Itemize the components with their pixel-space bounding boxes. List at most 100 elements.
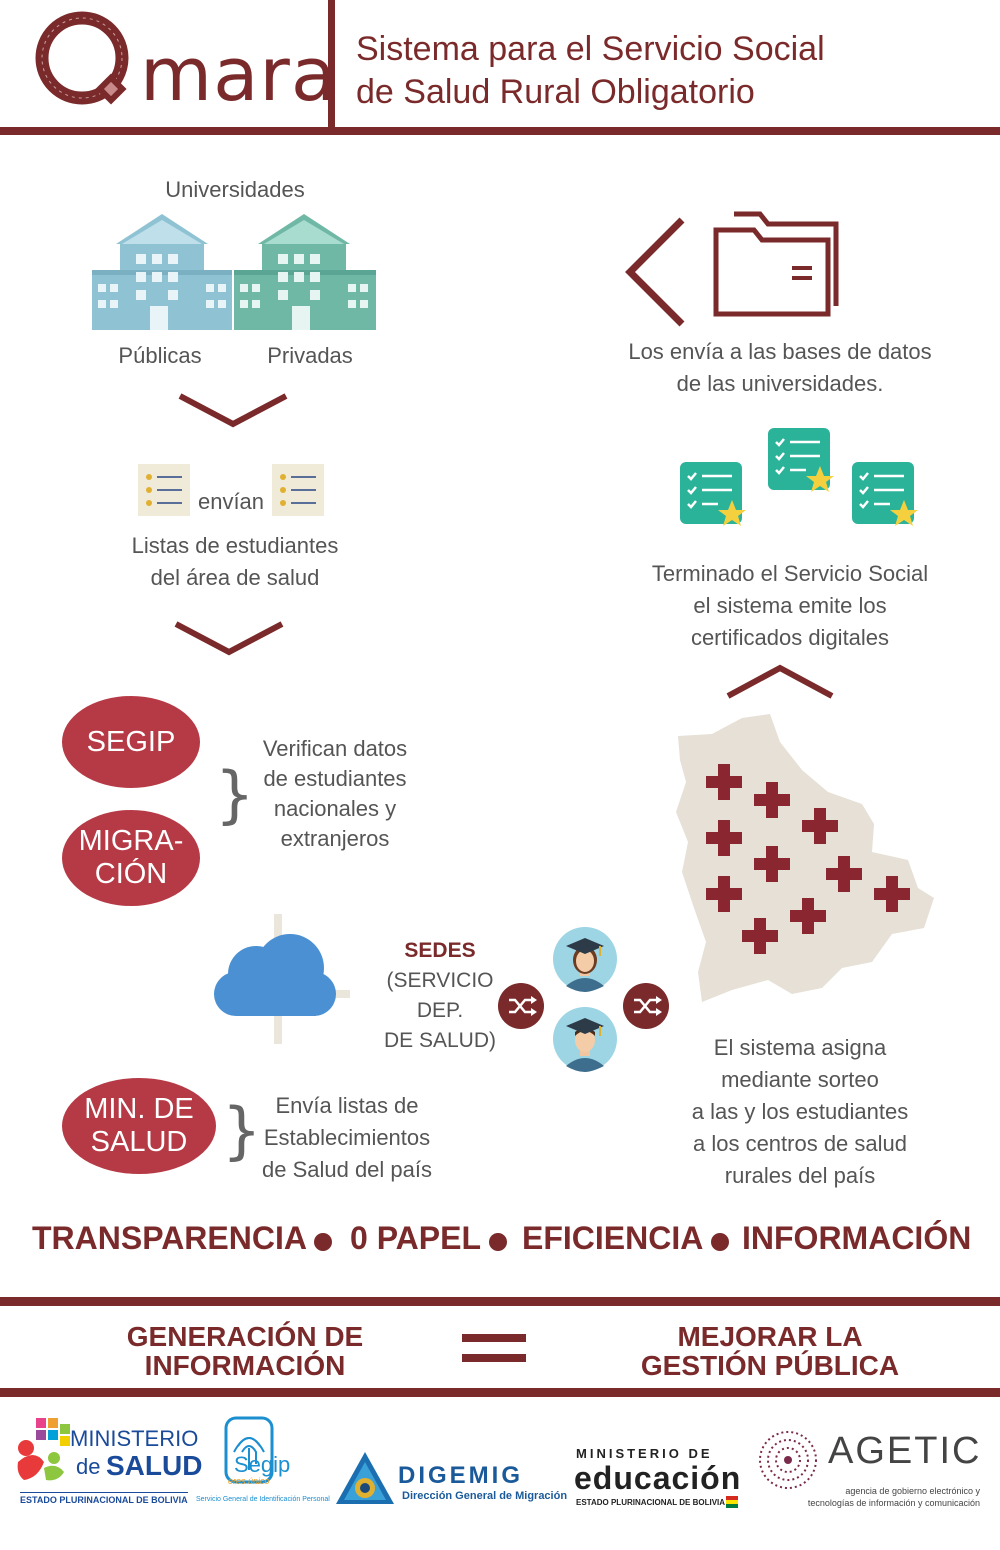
motto-informacion: INFORMACIÓN: [742, 1220, 972, 1256]
page-title: Sistema para el Servicio Social de Salud…: [356, 28, 956, 114]
agetic-logo: AGETIC agencia de gobierno electrónico y…: [756, 1424, 990, 1514]
min-edu-line-1: MINISTERIO DE: [576, 1446, 713, 1461]
ministerio-salud-line-2: de: [76, 1454, 101, 1479]
digemig-name: DIGEMIG: [398, 1462, 524, 1489]
agetic-sub-2: tecnologías de información y comunicació…: [807, 1498, 980, 1508]
generation-text: GENERACIÓN DE INFORMACIÓN: [90, 1322, 400, 1380]
band-rule-top: [0, 1297, 1000, 1306]
shuffle-icon: [623, 983, 669, 1029]
verify-text: Verifican datos de estudiantes nacionale…: [240, 734, 430, 854]
bolivia-map-icon: [676, 714, 934, 1002]
universities-buildings-icon: [92, 214, 376, 330]
bolivia-flag-icon: [726, 1496, 738, 1508]
graduate-student-male-icon: [553, 1007, 617, 1072]
universities-label: Universidades: [165, 177, 305, 202]
min-salud-line-2: SALUD: [90, 1126, 188, 1158]
band-rule-bottom: [0, 1388, 1000, 1397]
generation-line-2: INFORMACIÓN: [144, 1350, 346, 1381]
send-label: envían: [197, 489, 265, 514]
chevron-up-icon: [726, 664, 834, 699]
databases-line-2: de las universidades.: [676, 371, 884, 396]
digemig-sub: Dirección General de Migración: [402, 1490, 568, 1502]
ministerio-salud-line-1: MINISTERIO: [70, 1426, 199, 1451]
equals-bar-bottom: [462, 1354, 526, 1362]
agetic-emblem-icon: [759, 1431, 817, 1489]
chevron-down-icon: [174, 621, 284, 656]
bullet-dot: [489, 1233, 507, 1251]
sends-line-2: Establecimientos: [263, 1125, 431, 1150]
ministerio-salud-sub: ESTADO PLURINACIONAL DE BOLIVIA: [20, 1492, 188, 1505]
header-rule: [0, 127, 1000, 135]
assign-line-4: a los centros de salud: [692, 1131, 908, 1156]
bullet-dot: [314, 1233, 332, 1251]
assign-line-3: a las y los estudiantes: [691, 1099, 909, 1124]
motto-cero-papel: 0 PAPEL: [350, 1220, 481, 1256]
student-lists-line-1: Listas de estudiantes: [131, 533, 339, 558]
segip-badge: SEGIP: [62, 696, 200, 788]
digemig-logo: DIGEMIG Dirección General de Migración: [334, 1446, 574, 1512]
segip-sub: Servicio General de Identificación Perso…: [196, 1496, 330, 1503]
cloud-icon: [214, 914, 350, 1044]
verify-line-1: Verifican datos: [262, 736, 408, 761]
digital-certificates-icon: [680, 428, 918, 526]
agetic-sub-1: agencia de gobierno electrónico y: [845, 1486, 980, 1496]
bullet-dot: [711, 1233, 729, 1251]
title-line-2: de Salud Rural Obligatorio: [356, 73, 755, 111]
certificates-text: Terminado el Servicio Social el sistema …: [620, 558, 960, 654]
motto-transparencia: TRANSPARENCIA: [32, 1220, 307, 1256]
motto-eficiencia: EFICIENCIA: [522, 1220, 704, 1256]
certificates-line-3: certificados digitales: [690, 625, 890, 650]
sends-line-3: de Salud del país: [261, 1157, 433, 1182]
list-document-icon: [138, 464, 190, 516]
student-lists-line-2: del área de salud: [150, 565, 320, 590]
verify-line-3: nacionales y: [273, 796, 397, 821]
chevron-down-icon: [178, 393, 288, 428]
improve-line-2: GESTIÓN PÚBLICA: [640, 1350, 900, 1381]
migracion-line-2: CIÓN: [94, 858, 168, 890]
ministerio-salud-emblem-icon: [17, 1418, 70, 1481]
public-label: Públicas: [118, 343, 202, 368]
migracion-badge: MIGRA- CIÓN: [62, 810, 200, 906]
verify-line-2: de estudiantes: [263, 766, 407, 791]
sends-text: Envía listas de Establecimientos de Salu…: [244, 1090, 450, 1186]
min-salud-line-1: MIN. DE: [84, 1093, 194, 1125]
ministerio-salud-line-3: SALUD: [106, 1450, 203, 1481]
verify-line-4: extranjeros: [280, 826, 390, 851]
segip-logo: Segip eres único Servicio General de Ide…: [196, 1416, 330, 1512]
header-divider: [328, 0, 335, 128]
min-salud-badge: MIN. DE SALUD: [62, 1078, 216, 1174]
min-edu-line-2: educación: [574, 1460, 742, 1496]
sedes-line-3: DE SALUD): [383, 1029, 497, 1052]
equals-bar-top: [462, 1334, 526, 1342]
segip-tagline: eres único: [228, 1476, 270, 1486]
graduate-student-female-icon: [553, 927, 617, 992]
ministerio-salud-logo: MINISTERIO de SALUD ESTADO PLURINACIONAL…: [14, 1416, 203, 1512]
certificates-line-1: Terminado el Servicio Social: [651, 561, 929, 586]
brace-icon: }: [222, 1094, 262, 1167]
brace-icon: }: [215, 758, 255, 831]
sedes-block: SEDES (SERVICIO DEP. DE SALUD): [380, 936, 500, 1056]
assign-line-5: rurales del país: [724, 1163, 876, 1188]
qmara-logo-icon: [35, 11, 129, 105]
ministerio-educacion-logo: MINISTERIO DE educación ESTADO PLURINACI…: [574, 1446, 740, 1512]
min-edu-sub: ESTADO PLURINACIONAL DE BOLIVIA: [576, 1498, 726, 1507]
assign-line-1: El sistema asigna: [713, 1035, 887, 1060]
migracion-line-1: MIGRA-: [78, 825, 184, 857]
generation-line-1: GENERACIÓN DE: [126, 1321, 364, 1352]
databases-text: Los envía a las bases de datos de las un…: [600, 336, 960, 400]
folder-icon: [713, 211, 839, 317]
segip-name: Segip: [234, 1452, 291, 1477]
sedes-line-2: DEP.: [416, 999, 464, 1022]
student-lists-text: Listas de estudiantes del área de salud: [90, 530, 380, 594]
chevron-left-icon: [625, 217, 685, 327]
sedes-line-1: (SERVICIO: [386, 969, 494, 992]
databases-line-1: Los envía a las bases de datos: [628, 339, 932, 364]
improve-text: MEJORAR LA GESTIÓN PÚBLICA: [610, 1322, 930, 1380]
segip-label: SEGIP: [86, 725, 176, 758]
shuffle-icon: [498, 983, 544, 1029]
certificates-line-2: el sistema emite los: [693, 593, 887, 618]
title-line-1: Sistema para el Servicio Social: [356, 30, 825, 68]
sedes-title: SEDES: [404, 939, 476, 962]
private-label: Privadas: [267, 343, 353, 368]
qmara-wordmark: mara: [140, 32, 338, 118]
